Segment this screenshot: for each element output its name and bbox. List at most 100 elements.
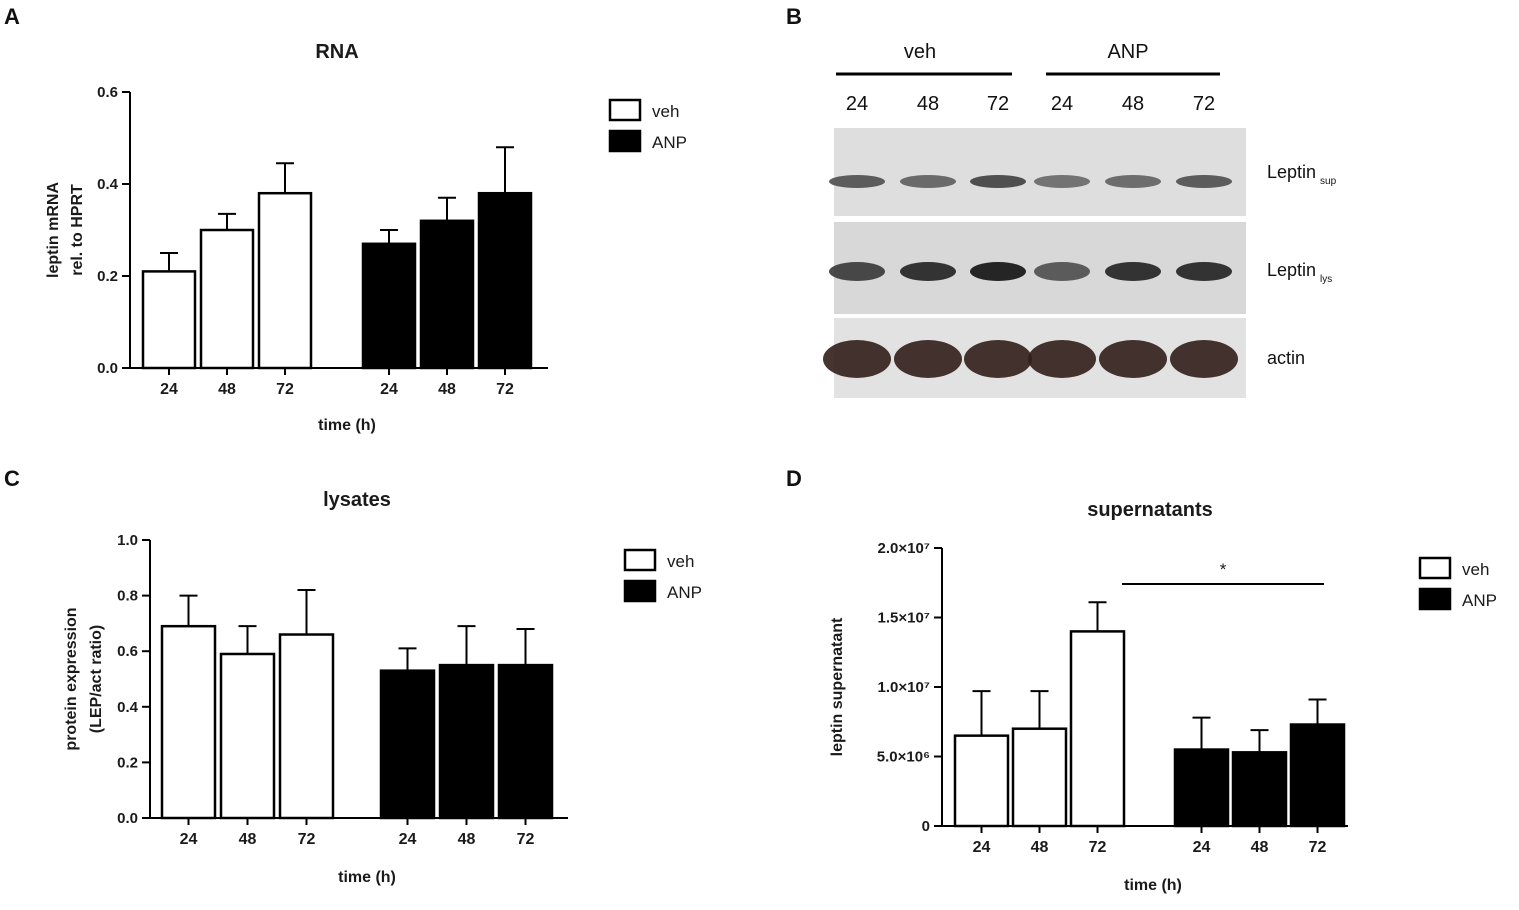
panel-letter-a: A xyxy=(4,4,20,29)
chart-title: supernatants xyxy=(1087,499,1213,521)
x-tick-label: 48 xyxy=(458,831,476,848)
x-tick-label: 24 xyxy=(180,831,198,848)
x-tick-label: 48 xyxy=(218,381,236,398)
y-tick-label: 0.4 xyxy=(97,176,119,193)
bar-ANP-24 xyxy=(1173,748,1230,828)
blot-lane-label-4: 48 xyxy=(1122,93,1144,115)
x-tick-label: 24 xyxy=(1193,839,1211,856)
y-tick-label: 5.0×10⁶ xyxy=(877,749,930,766)
x-tick-label: 24 xyxy=(160,381,178,398)
x-tick-label: 48 xyxy=(1251,839,1269,856)
blot-band-label-1: Leptin lys xyxy=(1267,260,1332,285)
blot-band-1-4 xyxy=(1105,262,1161,281)
x-tick-label: 72 xyxy=(496,381,514,398)
bar-veh-24 xyxy=(953,734,1010,828)
legend-label-veh: veh xyxy=(652,102,679,121)
y-axis-label: leptin supernatant xyxy=(829,617,846,756)
legend-label-ANP: ANP xyxy=(652,133,687,152)
x-tick-label: 24 xyxy=(380,381,398,398)
y-tick-label: 0.0 xyxy=(97,360,118,377)
blot-lane-label-2: 72 xyxy=(987,93,1009,115)
blot-group-anp: ANP xyxy=(1107,41,1148,63)
blot-band-0-4 xyxy=(1105,175,1161,188)
legend-label-veh: veh xyxy=(1462,560,1489,579)
x-tick-label: 72 xyxy=(298,831,316,848)
blot-band-2-1 xyxy=(894,340,962,378)
blot-band-0-2 xyxy=(970,175,1026,188)
y-axis-label: leptin mRNA xyxy=(45,182,62,278)
legend-swatch-ANP xyxy=(623,579,657,603)
panel-letter-d: D xyxy=(786,466,802,491)
legend-swatch-veh xyxy=(1418,556,1452,580)
x-tick-label: 72 xyxy=(276,381,294,398)
bar-veh-72 xyxy=(257,191,313,370)
bar-veh-72 xyxy=(1069,630,1126,828)
blot-band-0-3 xyxy=(1034,175,1090,188)
bar-veh-48 xyxy=(219,652,276,820)
blot-band-label-0: Leptin sup xyxy=(1267,162,1337,187)
y-tick-label: 0.2 xyxy=(117,754,138,771)
significance-marker: * xyxy=(1220,560,1227,579)
blot-band-2-4 xyxy=(1099,340,1167,378)
blot-band-0-5 xyxy=(1176,175,1232,188)
blot-lane-label-3: 24 xyxy=(1051,93,1073,115)
blot-band-1-3 xyxy=(1034,262,1090,281)
blot-band-1-0 xyxy=(829,262,885,281)
x-axis-label: time (h) xyxy=(318,417,376,434)
legend-label-ANP: ANP xyxy=(1462,591,1497,610)
y-tick-label: 2.0×10⁷ xyxy=(878,540,931,557)
bar-ANP-72 xyxy=(477,191,533,370)
blot-band-2-2 xyxy=(964,340,1032,378)
y-tick-label: 0.8 xyxy=(117,588,138,605)
y-tick-label: 0 xyxy=(922,818,930,835)
y-tick-label: 0.0 xyxy=(117,810,138,827)
y-tick-label: 1.0×10⁷ xyxy=(878,679,931,696)
y-axis-label: protein expression xyxy=(63,607,80,750)
y-tick-label: 0.6 xyxy=(97,84,118,101)
y-axis-label: rel. to HPRT xyxy=(69,184,86,276)
blot-lane-label-0: 24 xyxy=(846,93,868,115)
y-tick-label: 0.4 xyxy=(117,699,139,716)
y-tick-label: 0.6 xyxy=(117,643,138,660)
x-axis-label: time (h) xyxy=(1124,877,1182,894)
legend-swatch-ANP xyxy=(1418,587,1452,611)
x-tick-label: 72 xyxy=(1309,839,1327,856)
bar-veh-48 xyxy=(1011,727,1068,828)
bar-veh-72 xyxy=(278,633,335,820)
blot-band-0-0 xyxy=(829,175,885,188)
chart-title: lysates xyxy=(323,489,391,511)
y-axis-label: (LEP/act ratio) xyxy=(88,625,105,733)
blot-band-2-5 xyxy=(1170,340,1238,378)
x-tick-label: 48 xyxy=(1031,839,1049,856)
blot-band-2-0 xyxy=(823,340,891,378)
x-tick-label: 48 xyxy=(239,831,257,848)
legend-swatch-ANP xyxy=(608,129,642,153)
legend-swatch-veh xyxy=(623,548,657,572)
blot-lane-label-5: 72 xyxy=(1193,93,1215,115)
blot-group-veh: veh xyxy=(904,41,936,63)
blot-band-sublabel: sup xyxy=(1320,176,1337,187)
x-tick-label: 72 xyxy=(517,831,535,848)
blot-band-sublabel: lys xyxy=(1320,274,1332,285)
legend-label-ANP: ANP xyxy=(667,583,702,602)
panel-letter-b: B xyxy=(786,4,802,29)
blot-band-label-2: actin xyxy=(1267,348,1305,368)
legend-swatch-veh xyxy=(608,98,642,122)
bar-ANP-48 xyxy=(1231,751,1288,828)
blot-band-2-3 xyxy=(1028,340,1096,378)
x-axis-label: time (h) xyxy=(338,869,396,886)
x-tick-label: 24 xyxy=(399,831,417,848)
bar-veh-48 xyxy=(199,228,255,370)
bar-ANP-72 xyxy=(497,663,554,820)
blot-band-0-1 xyxy=(900,175,956,188)
blot-strip-0 xyxy=(834,128,1246,216)
blot-band-1-2 xyxy=(970,262,1026,281)
panel-letter-c: C xyxy=(4,466,20,491)
x-tick-label: 48 xyxy=(438,381,456,398)
blot-band-1-1 xyxy=(900,262,956,281)
bar-ANP-24 xyxy=(379,669,436,820)
